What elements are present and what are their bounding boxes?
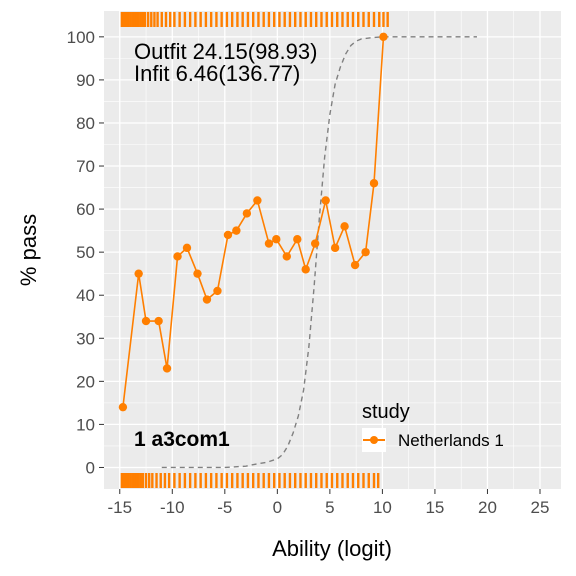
- data-point: [310, 239, 320, 248]
- x-tick-label: -10: [160, 498, 185, 517]
- data-point: [321, 196, 330, 205]
- data-point: [264, 239, 274, 248]
- y-tick-label: 80: [76, 114, 95, 133]
- x-tick-label: 20: [478, 498, 497, 517]
- data-point: [118, 402, 128, 412]
- data-point: [134, 269, 143, 278]
- legend: study Netherlands 1: [362, 401, 504, 452]
- y-tick-label: 20: [76, 372, 95, 391]
- x-tick-label: -15: [107, 498, 132, 517]
- data-point: [379, 32, 388, 42]
- x-tick-label: 0: [273, 498, 282, 517]
- legend-title: study: [362, 401, 410, 423]
- data-point: [293, 235, 302, 244]
- data-point: [202, 295, 212, 304]
- data-point: [330, 243, 340, 253]
- annotation-layer: Outfit 24.15(98.93) Infit 6.46(136.77) 1…: [134, 39, 317, 451]
- x-axis: -15 -10 -5 0 5 10 15 20 25: [107, 489, 549, 517]
- legend-entry-netherlands-1: Netherlands 1: [398, 431, 504, 450]
- y-tick-label: 50: [76, 243, 95, 262]
- x-tick-label: -5: [217, 498, 232, 517]
- data-point: [361, 247, 370, 257]
- series-layer: [118, 32, 388, 412]
- item-label: 1 a3com1: [134, 428, 230, 451]
- data-point: [301, 265, 310, 274]
- data-point: [213, 286, 222, 296]
- x-tick-label: 15: [425, 498, 444, 517]
- y-axis: 0 10 20 30 40 50 60 70 80 90 100: [67, 28, 104, 477]
- rug-marks: [120, 12, 389, 488]
- y-tick-label: 40: [76, 286, 95, 305]
- data-point: [182, 243, 192, 253]
- y-tick-label: 60: [76, 200, 95, 219]
- legend-key-point: [370, 436, 378, 444]
- data-point: [282, 252, 291, 261]
- y-tick-label: 30: [76, 329, 95, 348]
- y-tick-label: 0: [86, 458, 95, 477]
- data-point: [223, 230, 233, 240]
- y-tick-label: 100: [67, 28, 95, 47]
- data-point: [272, 235, 281, 244]
- y-axis-title: % pass: [16, 214, 41, 286]
- expected-curve-layer: [161, 36, 477, 469]
- data-point: [232, 226, 241, 235]
- data-point: [141, 316, 151, 326]
- data-point: [369, 179, 379, 188]
- outfit-annotation: Outfit 24.15(98.93): [134, 39, 317, 64]
- y-tick-label: 70: [76, 157, 95, 176]
- data-point: [154, 316, 163, 326]
- data-point: [340, 222, 349, 231]
- x-axis-title: Ability (logit): [272, 536, 392, 561]
- data-point: [193, 269, 202, 278]
- y-tick-label: 10: [76, 415, 95, 434]
- expected-curve-line: [161, 36, 477, 469]
- data-point: [350, 260, 360, 270]
- data-point: [162, 364, 172, 373]
- x-tick-label: 25: [531, 498, 550, 517]
- x-tick-label: 5: [325, 498, 334, 517]
- data-point: [173, 252, 182, 261]
- x-tick-label: 10: [373, 498, 392, 517]
- y-tick-label: 90: [76, 71, 95, 90]
- data-point: [253, 196, 262, 205]
- infit-annotation: Infit 6.46(136.77): [134, 61, 300, 86]
- data-point: [242, 209, 252, 218]
